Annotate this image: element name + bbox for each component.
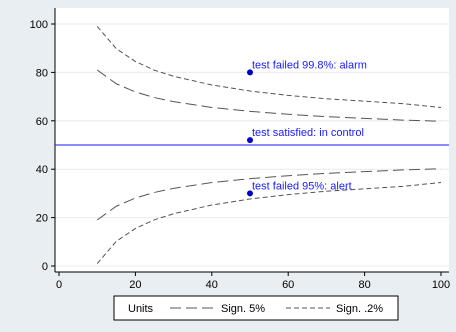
- legend-label-sign-02: Sign. .2%: [336, 303, 383, 315]
- point-label-2: test satisfied: in control: [252, 127, 364, 139]
- x-tick-label: 0: [56, 279, 62, 291]
- x-tick-label: 20: [129, 279, 141, 291]
- grid-lines: [55, 23, 449, 267]
- point-label-3: test failed 95%: alert: [252, 180, 352, 192]
- legend-box: [113, 295, 399, 321]
- axes: 0 20 40 60 80 100 0 20 40 60 80 100: [30, 8, 450, 291]
- y-tick-label: 100: [30, 19, 48, 31]
- point-label-1: test failed 99.8%: alarm: [252, 59, 367, 71]
- series-2-lower-line: [96, 182, 442, 264]
- data-point-1: [247, 69, 253, 76]
- legend-label-sign-5: Sign. 5%: [221, 303, 265, 315]
- data-point-3: [247, 190, 253, 197]
- y-tick-label: 40: [36, 164, 48, 176]
- series-1-lower-line: [96, 168, 442, 221]
- y-tick-label: 60: [36, 116, 48, 128]
- series-1-upper-line: [96, 69, 442, 122]
- x-tick-label: 60: [282, 279, 294, 291]
- data-points: test failed 99.8%: alarm test satisfied: …: [247, 59, 367, 197]
- data-point-2: [247, 137, 253, 144]
- legend-label-units: Units: [128, 303, 154, 315]
- y-tick-label: 20: [36, 213, 48, 225]
- y-tick-label: 0: [42, 261, 48, 273]
- legend: Units Sign. 5% Sign. .2%: [113, 295, 399, 321]
- x-tick-label: 40: [206, 279, 218, 291]
- series-2-upper-line: [96, 26, 442, 108]
- x-tick-label: 80: [358, 279, 370, 291]
- x-tick-label: 100: [432, 279, 450, 291]
- series-lines: [96, 26, 442, 264]
- y-tick-label: 80: [36, 67, 48, 79]
